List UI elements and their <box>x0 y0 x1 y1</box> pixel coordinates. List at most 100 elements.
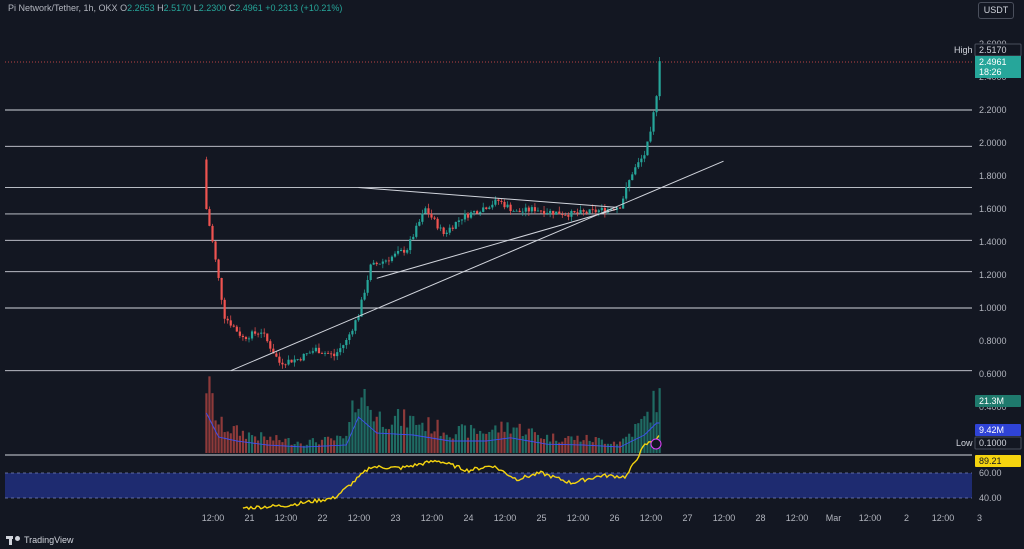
symbol-legend: Pi Network/Tether, 1h, OKX O2.2653 H2.51… <box>8 3 342 13</box>
low-badge-value-bg <box>974 436 1022 450</box>
candle-body <box>591 209 594 211</box>
volume-bar <box>494 425 497 453</box>
volume-bar <box>339 436 342 453</box>
time-tick-label: 12:00 <box>348 513 371 523</box>
candle-body <box>454 221 457 229</box>
candle-body <box>552 210 555 215</box>
candle-body <box>539 210 543 212</box>
high-badge-value: 2.5170 <box>979 45 1007 55</box>
candle-body <box>272 348 275 354</box>
volume-bar <box>430 433 433 453</box>
volume-bar <box>463 425 467 453</box>
volume-bar <box>476 433 479 453</box>
volume-bar <box>555 440 558 453</box>
volume-bar <box>485 433 488 453</box>
candle-body <box>396 250 400 254</box>
candle-body <box>594 209 597 213</box>
volume-bar <box>497 432 500 453</box>
volume-bar <box>238 435 241 453</box>
time-tick-label: 22 <box>317 513 327 523</box>
candle-body <box>439 227 442 229</box>
time-axis[interactable]: 12:00 21 12:00 22 12:00 23 12:00 24 12:00 25 12:00… <box>202 513 982 523</box>
symbol-title[interactable]: Pi Network/Tether, 1h, OKX <box>8 3 118 13</box>
volume-bar <box>479 430 482 453</box>
candle-body <box>220 277 223 300</box>
candle-body <box>229 320 232 326</box>
volume-bar <box>591 442 594 453</box>
time-tick-label: 24 <box>463 513 473 523</box>
price-tick-label: 0.6000 <box>979 369 1007 379</box>
volume-bar <box>399 425 403 453</box>
volume-bar <box>317 444 321 453</box>
volume-bar <box>454 434 457 453</box>
candle-body <box>232 325 235 327</box>
volume-bar <box>612 441 616 453</box>
candle-body <box>588 209 591 214</box>
candle-body <box>217 259 220 278</box>
open-value: 2.2653 <box>127 3 155 13</box>
candle-body <box>445 232 448 234</box>
volume-bar <box>436 419 439 453</box>
candle-body <box>418 221 421 226</box>
time-tick-label: Mar <box>826 513 842 523</box>
candle-body <box>305 353 308 355</box>
time-tick-label: 3 <box>977 513 982 523</box>
candle-body <box>372 262 375 265</box>
volume-bar <box>354 412 357 453</box>
volume-bar <box>603 443 606 453</box>
volume-bar <box>378 411 381 453</box>
candle-body <box>631 174 634 181</box>
candle-body <box>472 211 476 213</box>
volume-bar <box>439 435 442 453</box>
candle-body <box>515 210 518 212</box>
volume-bar <box>333 440 336 453</box>
volume-bar <box>278 440 281 453</box>
candle-body <box>533 207 537 212</box>
candle-body <box>205 159 208 210</box>
candle-body <box>296 359 299 360</box>
volume-bar <box>260 432 263 453</box>
volume-bar <box>533 432 537 453</box>
volume-bar <box>509 433 512 453</box>
volume-bar <box>524 434 527 453</box>
candle-body <box>628 180 631 187</box>
volume-bar <box>387 429 391 453</box>
candle-body <box>421 213 424 222</box>
candle-body <box>226 318 229 321</box>
support-resistance-levels <box>5 109 972 372</box>
candle-body <box>597 210 600 213</box>
tradingview-icon <box>6 535 20 545</box>
price-tick-label: 2.0000 <box>979 138 1007 148</box>
price-tick-label: 2.2000 <box>979 105 1007 115</box>
time-tick-label: 12:00 <box>494 513 517 523</box>
volume-bar <box>542 439 546 453</box>
candle-body <box>582 210 585 212</box>
candle-body <box>649 131 652 142</box>
currency-button[interactable]: USDT <box>978 2 1014 19</box>
candle-body <box>403 249 406 253</box>
low-label: L <box>193 3 199 13</box>
volume-bar <box>336 435 339 453</box>
time-tick-label: 12:00 <box>567 513 590 523</box>
volume-bar <box>594 437 597 453</box>
candle-body <box>643 155 646 159</box>
tradingview-logo[interactable]: TradingView <box>6 535 74 545</box>
candle-body <box>339 348 342 353</box>
candle-body <box>247 338 251 340</box>
price-tick-label: 1.8000 <box>979 171 1007 181</box>
volume-bar <box>412 416 415 453</box>
volume-bar <box>615 444 619 453</box>
volume-bar <box>390 424 394 453</box>
volume-bar <box>606 443 610 453</box>
volume-bar <box>384 428 387 453</box>
candle-body <box>521 211 524 213</box>
candle-body <box>542 210 546 214</box>
time-tick-label: 12:00 <box>786 513 809 523</box>
candle-body <box>409 239 412 251</box>
candle-body <box>506 204 509 208</box>
volume-bar <box>415 424 418 453</box>
volume-bar <box>558 442 561 453</box>
volume-bar <box>211 393 214 453</box>
volume-bar <box>403 409 406 453</box>
